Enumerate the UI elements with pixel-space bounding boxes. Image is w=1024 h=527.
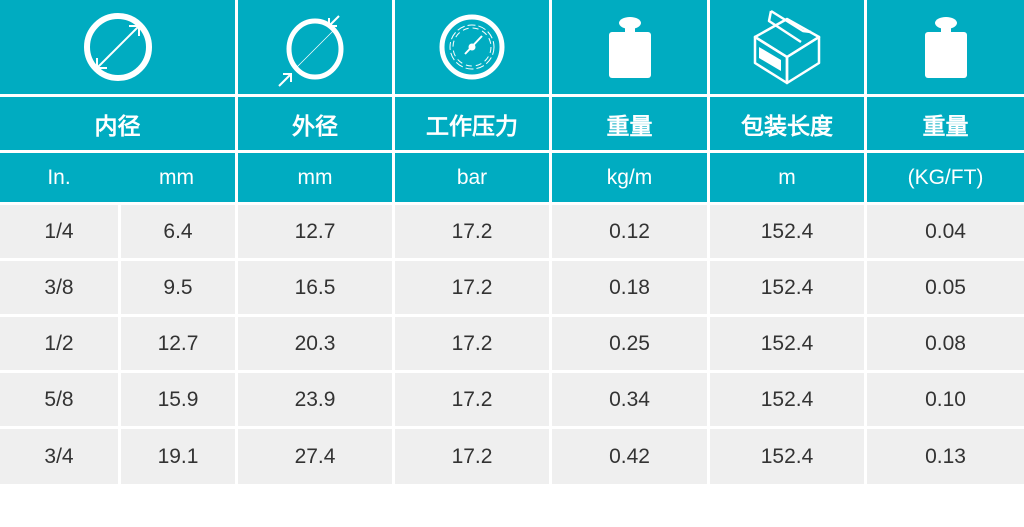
weight-icon bbox=[924, 17, 967, 78]
unit-outer-mm: mm bbox=[238, 153, 392, 202]
unit-m: m bbox=[710, 153, 864, 202]
cell-inch: 1/4 bbox=[0, 205, 118, 258]
unit-inner-diameter: In. mm bbox=[0, 153, 235, 202]
cell-pressure: 17.2 bbox=[395, 261, 549, 314]
cell-inner-mm: 15.9 bbox=[121, 373, 235, 426]
unit-kg-ft: (KG/FT) bbox=[867, 153, 1024, 202]
unit-kg-m: kg/m bbox=[552, 153, 707, 202]
cell-inch: 3/4 bbox=[0, 429, 118, 484]
weight-icon-cell bbox=[552, 0, 707, 94]
cell-inch: 1/2 bbox=[0, 317, 118, 370]
cell-inch: 3/8 bbox=[0, 261, 118, 314]
cell-inner-mm: 9.5 bbox=[121, 261, 235, 314]
cell-weight-kg-m: 0.34 bbox=[552, 373, 707, 426]
cell-length-m: 152.4 bbox=[710, 429, 864, 484]
header-inner-diameter: 内径 bbox=[0, 97, 235, 150]
cell-weight-kg-ft: 0.08 bbox=[867, 317, 1024, 370]
box-icon-cell bbox=[710, 0, 864, 94]
cell-weight-kg-m: 0.25 bbox=[552, 317, 707, 370]
cell-inner-mm: 12.7 bbox=[121, 317, 235, 370]
unit-mm: mm bbox=[159, 165, 194, 189]
cell-length-m: 152.4 bbox=[710, 373, 864, 426]
unit-bar: bar bbox=[395, 153, 549, 202]
cell-length-m: 152.4 bbox=[710, 317, 864, 370]
cell-pressure: 17.2 bbox=[395, 373, 549, 426]
outer-diameter-icon bbox=[278, 15, 344, 87]
cell-pressure: 17.2 bbox=[395, 429, 549, 484]
header-outer-diameter: 外径 bbox=[238, 97, 392, 150]
cell-outer-mm: 12.7 bbox=[238, 205, 392, 258]
cell-outer-mm: 23.9 bbox=[238, 373, 392, 426]
cell-pressure: 17.2 bbox=[395, 205, 549, 258]
pressure-icon-cell bbox=[395, 0, 549, 94]
weight-icon bbox=[608, 17, 651, 78]
box-icon bbox=[753, 9, 821, 85]
cell-weight-kg-ft: 0.04 bbox=[867, 205, 1024, 258]
inner-diameter-icon bbox=[83, 13, 152, 81]
cell-outer-mm: 27.4 bbox=[238, 429, 392, 484]
spec-table: 内径 外径 工作压力 重量 包装长度 重量 In. mm mm bar kg/m… bbox=[0, 0, 1024, 484]
inner-diameter-icon-cell bbox=[0, 0, 235, 94]
cell-weight-kg-m: 0.12 bbox=[552, 205, 707, 258]
header-weight-ft: 重量 bbox=[867, 97, 1024, 150]
cell-inner-mm: 19.1 bbox=[121, 429, 235, 484]
outer-diameter-icon-cell bbox=[238, 0, 392, 94]
header-working-pressure: 工作压力 bbox=[395, 97, 549, 150]
cell-weight-kg-m: 0.42 bbox=[552, 429, 707, 484]
cell-weight-kg-ft: 0.13 bbox=[867, 429, 1024, 484]
cell-length-m: 152.4 bbox=[710, 261, 864, 314]
unit-in: In. bbox=[47, 165, 71, 189]
cell-inch: 5/8 bbox=[0, 373, 118, 426]
header-package-length: 包装长度 bbox=[710, 97, 864, 150]
cell-pressure: 17.2 bbox=[395, 317, 549, 370]
pressure-gauge-icon bbox=[439, 14, 505, 80]
header-weight: 重量 bbox=[552, 97, 707, 150]
cell-length-m: 152.4 bbox=[710, 205, 864, 258]
cell-outer-mm: 20.3 bbox=[238, 317, 392, 370]
cell-weight-kg-ft: 0.05 bbox=[867, 261, 1024, 314]
weight-ft-icon-cell bbox=[867, 0, 1024, 94]
cell-weight-kg-m: 0.18 bbox=[552, 261, 707, 314]
cell-weight-kg-ft: 0.10 bbox=[867, 373, 1024, 426]
cell-outer-mm: 16.5 bbox=[238, 261, 392, 314]
cell-inner-mm: 6.4 bbox=[121, 205, 235, 258]
